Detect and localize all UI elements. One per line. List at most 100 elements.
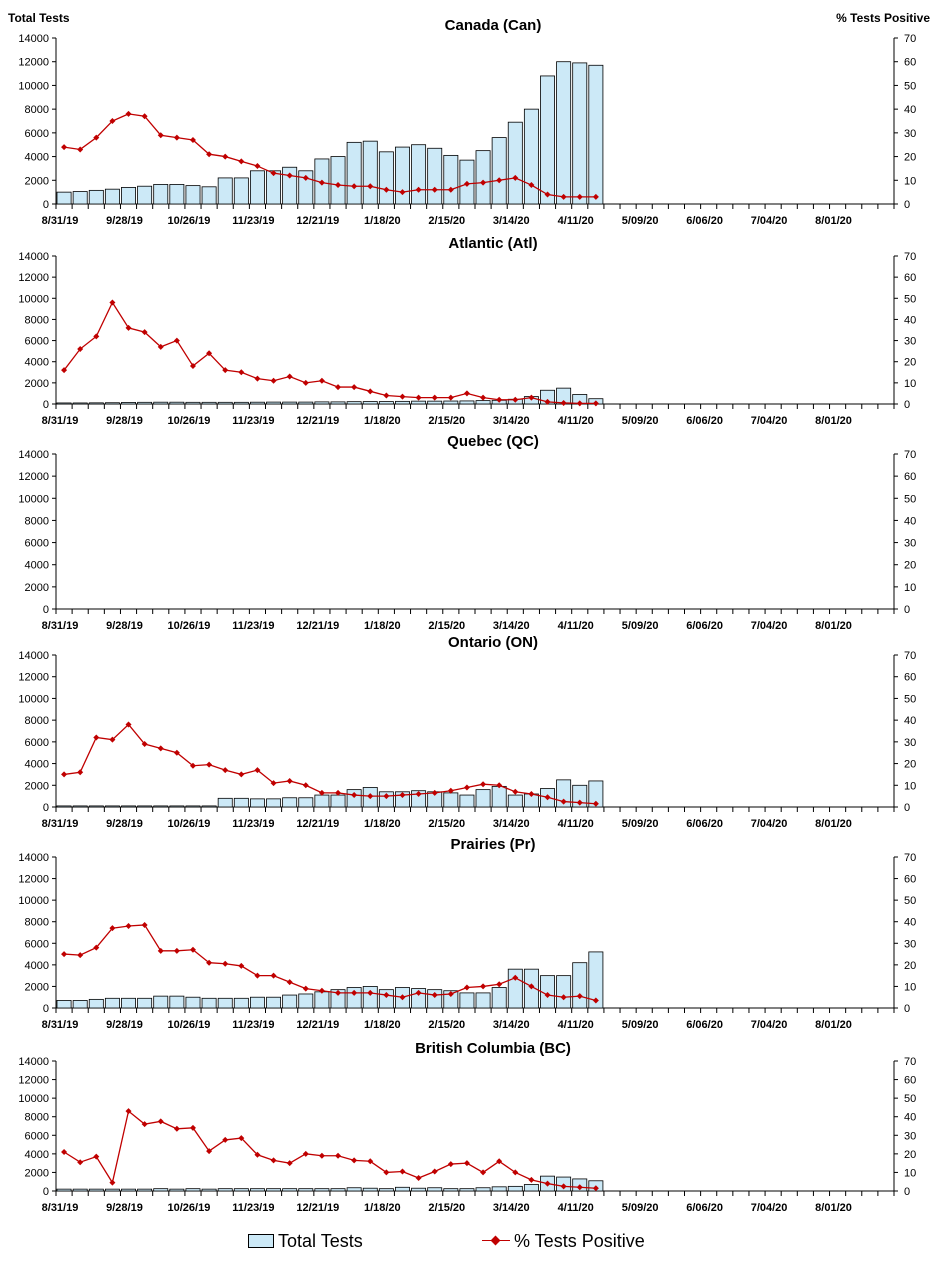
pct-positive-point — [367, 388, 374, 395]
pct-positive-point — [189, 946, 196, 953]
total-tests-bar — [233, 997, 249, 1009]
x-tick-label: 3/14/20 — [493, 818, 530, 830]
y-left-tick-label: 0 — [43, 1003, 49, 1015]
total-tests-bar — [523, 108, 539, 205]
pct-positive-point — [270, 377, 277, 384]
pct-positive-point — [383, 793, 390, 800]
pct-positive-point — [351, 384, 358, 391]
pct-positive-point — [206, 959, 213, 966]
pct-positive-point — [560, 1183, 567, 1190]
total-tests-bar — [169, 401, 185, 405]
x-tick-label: 8/01/20 — [815, 620, 852, 632]
pct-positive-point — [173, 337, 180, 344]
y-right-tick-label: 30 — [904, 938, 916, 950]
pct-positive-point — [61, 144, 68, 151]
y-left-tick-label: 6000 — [25, 128, 49, 140]
x-tick-label: 11/23/19 — [232, 818, 274, 830]
x-tick-label: 12/21/19 — [296, 1202, 339, 1214]
pct-positive-point — [399, 189, 406, 196]
x-tick-label: 11/23/19 — [232, 215, 274, 227]
pct-positive-point — [222, 153, 229, 160]
total-tests-bar — [201, 1188, 217, 1192]
y-left-tick-label: 4000 — [25, 960, 49, 972]
x-tick-label: 9/28/19 — [106, 620, 143, 632]
total-tests-bar — [121, 402, 136, 405]
pct-positive-point — [480, 179, 487, 186]
total-tests-bar — [411, 144, 427, 205]
pct-positive-point — [61, 1149, 68, 1155]
pct-positive-point — [286, 172, 293, 179]
total-tests-bar — [282, 401, 298, 405]
pct-positive-point — [480, 983, 487, 990]
pct-positive-point — [286, 373, 293, 380]
pct-positive-point — [592, 800, 599, 807]
pct-positive-point — [61, 367, 68, 374]
y-right-tick-label: 20 — [904, 152, 916, 164]
x-tick-label: 4/11/20 — [558, 415, 594, 427]
pct-positive-point — [270, 780, 277, 787]
x-tick-label: 1/18/20 — [364, 1019, 401, 1031]
chart-panel: Quebec (QC) 0 2000 4000 6000 8000 10000 12000 14… — [18, 433, 916, 632]
pct-positive-point — [173, 134, 180, 141]
pct-positive-point — [93, 134, 100, 141]
pct-positive-point — [528, 182, 535, 189]
y-left-tick-label: 8000 — [25, 917, 49, 929]
y-left-tick-label: 14000 — [18, 33, 49, 45]
pct-positive-point — [576, 993, 583, 1000]
pct-positive-point — [302, 174, 309, 181]
x-tick-label: 3/14/20 — [493, 1202, 530, 1214]
pct-positive-point — [335, 384, 342, 391]
pct-positive-point — [351, 1157, 358, 1164]
x-tick-label: 12/21/19 — [296, 1019, 339, 1031]
pct-positive-point — [351, 183, 358, 190]
pct-positive-point — [463, 180, 470, 187]
pct-positive-point — [415, 394, 422, 401]
pct-positive-point — [463, 390, 470, 397]
total-tests-bar — [362, 401, 378, 405]
total-tests-bar — [153, 805, 169, 808]
total-tests-bar — [137, 997, 153, 1009]
y-right-tick-label: 0 — [904, 1003, 910, 1015]
pct-positive-point — [415, 790, 422, 797]
pct-positive-point — [592, 400, 599, 407]
x-tick-label: 8/31/19 — [42, 1202, 79, 1214]
x-tick-label: 1/18/20 — [364, 415, 401, 427]
x-tick-label: 8/01/20 — [815, 215, 852, 227]
y-left-tick-label: 12000 — [18, 471, 49, 483]
total-tests-bar — [282, 994, 298, 1009]
total-tests-bar — [475, 150, 491, 205]
x-tick-label: 10/26/19 — [168, 415, 211, 427]
total-tests-bar — [169, 995, 185, 1009]
x-tick-label: 11/23/19 — [232, 1202, 274, 1214]
pct-positive-point — [141, 741, 148, 748]
pct-positive-point — [528, 394, 535, 401]
y-left-tick-label: 12000 — [18, 272, 49, 284]
pct-positive-point — [415, 989, 422, 996]
x-tick-label: 8/31/19 — [42, 415, 79, 427]
x-tick-label: 8/01/20 — [815, 415, 852, 427]
pct-positive-point — [286, 1160, 293, 1167]
pct-positive-point — [222, 367, 229, 374]
total-tests-bar — [314, 401, 330, 405]
total-tests-bar — [233, 177, 249, 205]
total-tests-bar — [298, 797, 314, 808]
total-tests-bar — [72, 805, 88, 808]
pct-positive-point — [496, 782, 503, 789]
pct-positive-line — [63, 301, 596, 405]
y-right-tick-label: 0 — [904, 199, 910, 211]
total-tests-bar — [217, 177, 233, 205]
x-tick-label: 8/01/20 — [815, 1019, 852, 1031]
pct-positive-point — [463, 1160, 470, 1167]
total-tests-bar — [475, 1187, 491, 1192]
total-tests-bar — [249, 798, 265, 808]
legend-total-tests: Total Tests — [248, 1230, 363, 1252]
x-tick-label: 2/15/20 — [428, 620, 465, 632]
pct-positive-point — [351, 989, 358, 996]
x-tick-label: 5/09/20 — [622, 415, 659, 427]
pct-positive-point — [270, 1157, 277, 1164]
y-left-tick-label: 14000 — [18, 1056, 49, 1068]
total-tests-bar — [137, 1188, 153, 1192]
x-tick-label: 9/28/19 — [106, 1202, 143, 1214]
y-left-tick-label: 12000 — [18, 57, 49, 69]
pct-positive-point — [335, 1152, 342, 1159]
